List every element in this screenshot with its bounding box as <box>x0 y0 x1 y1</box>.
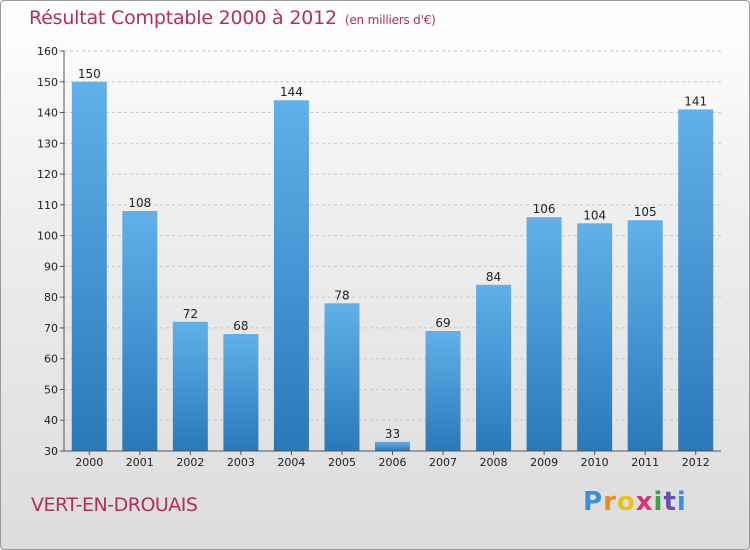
y-tick-label: 90 <box>44 260 58 273</box>
axes <box>63 51 721 452</box>
logo-letter: t <box>663 487 677 517</box>
x-tick-label: 2001 <box>126 456 154 469</box>
x-tick-label: 2002 <box>176 456 204 469</box>
data-label: 72 <box>183 307 198 321</box>
data-label: 104 <box>583 208 606 222</box>
y-tick-label: 30 <box>44 445 58 458</box>
data-label: 144 <box>280 85 303 99</box>
logo-letter: i <box>653 487 664 517</box>
y-tick-label: 110 <box>37 199 58 212</box>
logo-letter: P <box>583 487 604 517</box>
y-tick-label: 70 <box>44 322 58 335</box>
y-tick-label: 80 <box>44 291 58 304</box>
x-tick-labels: 2000 2001 2002 2003 2004 2005 2006 2007 2008 2009… <box>75 451 710 469</box>
logo-letter: o <box>616 487 636 517</box>
x-tick-label: 2008 <box>480 456 508 469</box>
data-label: 68 <box>233 319 248 333</box>
data-label: 106 <box>533 202 556 216</box>
y-tick-label: 130 <box>37 137 58 150</box>
y-tick-label: 50 <box>44 383 58 396</box>
x-tick-label: 2009 <box>530 456 558 469</box>
bar <box>273 100 309 451</box>
data-label: 150 <box>78 67 101 81</box>
y-tick-label: 60 <box>44 353 58 366</box>
logo-letter: i <box>676 487 687 517</box>
data-label: 78 <box>334 288 349 302</box>
x-tick-label: 2011 <box>631 456 659 469</box>
bar <box>122 211 158 451</box>
y-tick-label: 100 <box>37 230 58 243</box>
x-tick-label: 2004 <box>277 456 305 469</box>
logo-letter: x <box>635 487 654 517</box>
bar <box>678 109 714 451</box>
bar <box>375 441 410 451</box>
y-tick-label: 140 <box>37 107 58 120</box>
x-tick-label: 2003 <box>227 456 255 469</box>
x-tick-label: 2007 <box>429 456 457 469</box>
data-label: 84 <box>486 270 501 284</box>
x-tick-label: 2006 <box>379 456 407 469</box>
proxiti-logo: Proxiti <box>583 487 687 517</box>
title-text: Résultat Comptable 2000 à 2012 <box>29 7 337 29</box>
x-tick-label: 2010 <box>581 456 609 469</box>
bar <box>425 331 461 451</box>
data-labels: 150 108 72 68 144 78 33 69 84 106 104 105 141 <box>78 67 707 441</box>
y-tick-label: 120 <box>37 168 58 181</box>
bar <box>71 81 107 452</box>
bar <box>324 303 360 451</box>
data-label: 33 <box>385 427 400 441</box>
bar <box>223 334 259 451</box>
y-tick-label: 150 <box>37 76 58 89</box>
y-tick-label: 40 <box>44 414 58 427</box>
y-tick-label: 160 <box>37 45 58 58</box>
data-label: 141 <box>684 94 707 108</box>
logo-letter: r <box>603 487 617 517</box>
bar <box>627 220 663 451</box>
x-tick-label: 2000 <box>75 456 103 469</box>
bar <box>577 223 613 451</box>
data-label: 69 <box>435 316 450 330</box>
bar <box>172 321 208 451</box>
bars <box>71 81 714 452</box>
bar <box>476 284 512 451</box>
x-tick-label: 2012 <box>682 456 710 469</box>
bar <box>526 217 562 451</box>
data-label: 108 <box>128 196 151 210</box>
commune-name: VERT-EN-DROUAIS <box>31 494 198 516</box>
y-tick-labels: 30 40 50 60 70 80 90 100 110 120 130 140 150 160 <box>37 45 58 458</box>
chart-subtitle: (en milliers d'€) <box>344 13 436 27</box>
data-label: 105 <box>634 205 657 219</box>
chart-title: Résultat Comptable 2000 à 2012 (en millie… <box>29 7 436 29</box>
grid-lines <box>60 50 721 452</box>
x-tick-label: 2005 <box>328 456 356 469</box>
